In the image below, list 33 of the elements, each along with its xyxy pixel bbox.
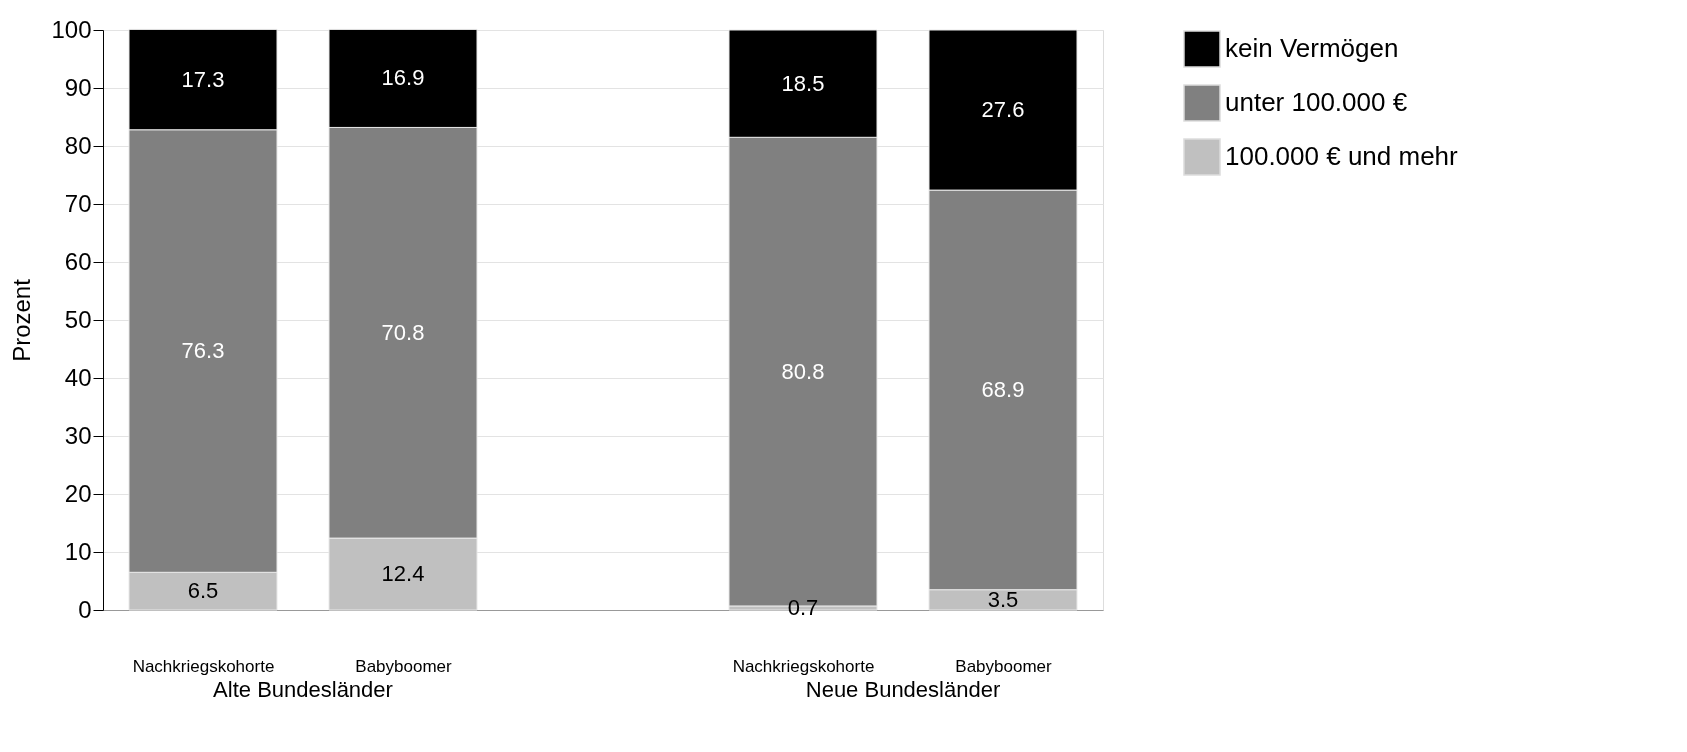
y-tick-label: 80 bbox=[64, 131, 92, 159]
data-label: 6.5 bbox=[187, 578, 219, 604]
legend-label: kein Vermögen bbox=[1225, 33, 1399, 63]
data-label: 18.5 bbox=[781, 70, 825, 96]
y-axis-title: Prozent bbox=[8, 278, 36, 362]
legend-label: 100.000 € und mehr bbox=[1225, 141, 1459, 171]
y-tick-label: 0 bbox=[78, 595, 92, 623]
x-tick-label: Nachkriegskohorte bbox=[732, 656, 875, 676]
y-tick-label: 60 bbox=[64, 247, 92, 275]
y-tick-label: 40 bbox=[64, 363, 92, 391]
data-label: 0.7 bbox=[787, 594, 819, 620]
data-label: 80.8 bbox=[781, 358, 825, 384]
x-tick-label: Babyboomer bbox=[355, 656, 453, 676]
text: Alte Bundesländer bbox=[213, 677, 393, 702]
data-label: 3.5 bbox=[987, 586, 1019, 612]
y-tick-label: 100 bbox=[51, 15, 92, 43]
y-tick-label: 10 bbox=[64, 537, 92, 565]
y-tick-label: 20 bbox=[64, 479, 92, 507]
legend-label: unter 100.000 € bbox=[1225, 87, 1408, 117]
data-label: 70.8 bbox=[381, 319, 425, 345]
y-tick-label: 50 bbox=[64, 305, 92, 333]
data-label: 27.6 bbox=[981, 97, 1025, 123]
text: Neue Bundesländer bbox=[805, 677, 1001, 702]
y-tick-label: 70 bbox=[64, 189, 92, 217]
data-label: 68.9 bbox=[981, 376, 1025, 402]
y-tick-label: 90 bbox=[64, 73, 92, 101]
data-label: 17.3 bbox=[181, 66, 225, 92]
data-label: 12.4 bbox=[381, 561, 425, 587]
x-tick-label: Nachkriegskohorte bbox=[132, 656, 275, 676]
y-tick-label: 30 bbox=[64, 421, 92, 449]
data-label: 76.3 bbox=[181, 338, 225, 364]
x-tick-label: Babyboomer bbox=[955, 656, 1053, 676]
data-label: 16.9 bbox=[381, 65, 425, 91]
